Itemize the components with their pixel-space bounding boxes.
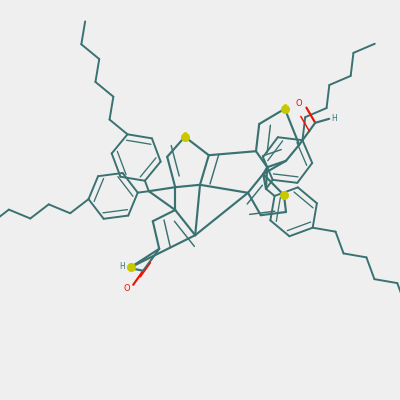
Text: O: O <box>124 284 130 293</box>
Text: H: H <box>120 262 125 271</box>
Text: O: O <box>296 99 302 108</box>
Text: S: S <box>282 191 286 200</box>
Text: S: S <box>128 263 133 272</box>
Text: H: H <box>331 114 337 123</box>
Text: S: S <box>182 132 187 141</box>
Text: S: S <box>282 104 287 113</box>
